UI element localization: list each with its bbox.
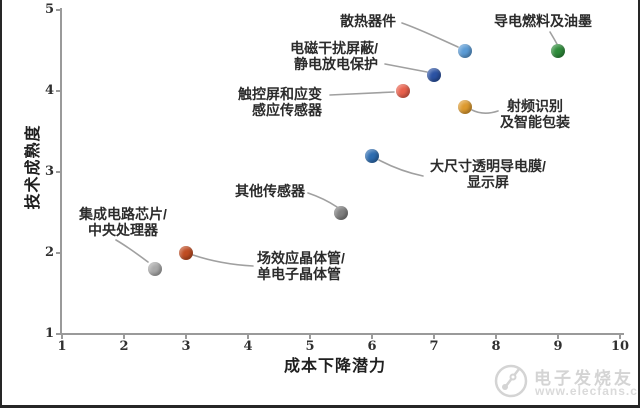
leader-line [192,254,254,267]
y-tick-label: 5 [44,2,54,17]
elecfans-logo-icon [494,364,528,398]
y-tick-label: 2 [44,245,54,260]
leader-line [401,22,459,48]
x-tick [309,335,311,339]
x-tick-label: 5 [305,339,315,354]
y-tick [56,252,61,254]
heat-dissipation-devices-point [458,43,472,58]
touchscreen-strain-sensors-point [396,84,410,98]
x-axis-line [60,333,624,335]
leader-line [378,159,424,177]
conductive-fuel-and-ink-point [551,43,565,58]
x-tick [123,335,125,339]
leader-line [471,109,499,114]
point-label-emi-shielding-esd-protection: 电磁干扰屏蔽/ 静电放电保护 [290,40,378,72]
y-tick [56,9,61,11]
x-tick-label: 6 [367,339,377,354]
y-tick [56,171,61,173]
x-tick-label: 4 [243,339,253,354]
other-sensors-point [334,205,348,220]
leader-line [384,63,428,73]
watermark-url: www.elecfans.com [535,384,638,398]
x-tick [61,335,63,339]
x-tick-label: 10 [610,339,630,354]
point-label-other-sensors: 其他传感器 [235,183,305,199]
y-tick [56,333,61,335]
point-label-heat-dissipation-devices: 散热器件 [340,13,396,29]
y-tick-label: 4 [44,83,54,98]
x-tick-label: 3 [181,339,191,354]
x-tick [557,335,559,339]
x-tick [247,335,249,339]
fet-single-electron-transistor-point [179,246,193,260]
x-tick [433,335,435,339]
ic-chip-cpu-point [148,262,162,277]
large-transparent-conductive-film-display-point [365,148,379,163]
x-tick-label: 2 [119,339,129,354]
y-axis-line [60,8,62,335]
x-tick-label: 7 [429,339,439,354]
point-label-rfid-smart-packaging: 射频识别 及智能包装 [500,98,570,130]
point-label-ic-chip-cpu: 集成电路芯片/ 中央处理器 [79,206,167,238]
watermark: 电子发烧友 www.elecfans.com [490,358,638,404]
emi-shielding-esd-protection-point [427,67,441,82]
x-tick [495,335,497,339]
watermark-brand: 电子发烧友 [534,369,634,388]
x-tick [371,335,373,339]
x-tick [185,335,187,339]
leader-line [307,192,338,208]
x-tick-label: 9 [553,339,563,354]
leader-line [115,239,149,263]
point-label-touchscreen-strain-sensors: 触控屏和应变 感应传感器 [238,86,322,118]
y-tick-label: 1 [44,326,54,341]
y-tick-label: 3 [44,164,54,179]
point-label-fet-single-electron-transistor: 场效应晶体管/ 单电子晶体管 [257,250,345,282]
x-tick-label: 1 [57,339,67,354]
y-tick [56,90,61,92]
rfid-smart-packaging-point [458,100,472,115]
y-axis-title: 技术成熟度 [25,124,42,210]
x-axis-title: 成本下降潜力 [284,358,387,375]
x-tick-label: 8 [491,339,501,354]
point-label-large-transparent-conductive-film-display: 大尺寸透明导电膜/ 显示屏 [430,158,546,190]
x-tick [619,335,621,339]
point-label-conductive-fuel-and-ink: 导电燃料及油墨 [494,13,592,29]
leader-line [329,91,395,96]
